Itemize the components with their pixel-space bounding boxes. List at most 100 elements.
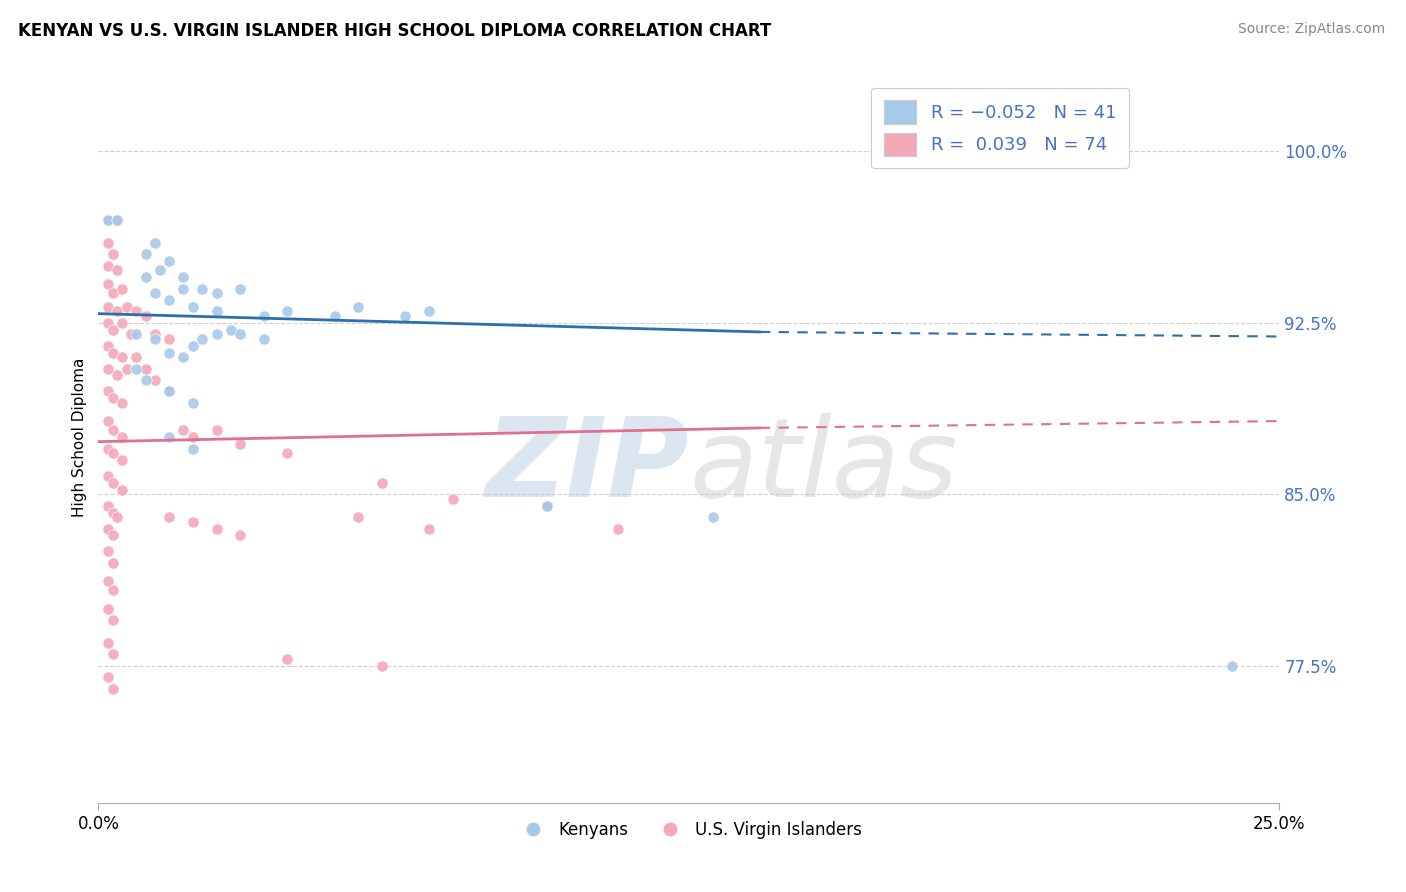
Point bbox=[157, 332, 180, 346]
Point bbox=[371, 658, 394, 673]
Point bbox=[418, 521, 440, 535]
Point bbox=[253, 332, 276, 346]
Point bbox=[101, 528, 124, 542]
Point bbox=[115, 361, 138, 376]
Point bbox=[276, 304, 298, 318]
Point bbox=[347, 300, 370, 314]
Legend: Kenyans, U.S. Virgin Islanders: Kenyans, U.S. Virgin Islanders bbox=[509, 814, 869, 846]
Point bbox=[97, 670, 120, 684]
Point bbox=[1220, 658, 1243, 673]
Point bbox=[97, 521, 120, 535]
Point bbox=[105, 510, 128, 524]
Point bbox=[97, 213, 120, 227]
Point bbox=[418, 304, 440, 318]
Point bbox=[101, 556, 124, 570]
Point bbox=[97, 636, 120, 650]
Point bbox=[97, 544, 120, 558]
Point bbox=[97, 414, 120, 428]
Point bbox=[125, 327, 148, 342]
Point bbox=[205, 521, 228, 535]
Point bbox=[97, 277, 120, 291]
Point bbox=[101, 323, 124, 337]
Point bbox=[97, 574, 120, 588]
Point bbox=[536, 499, 558, 513]
Point bbox=[536, 499, 558, 513]
Point bbox=[101, 247, 124, 261]
Point bbox=[105, 213, 128, 227]
Text: KENYAN VS U.S. VIRGIN ISLANDER HIGH SCHOOL DIPLOMA CORRELATION CHART: KENYAN VS U.S. VIRGIN ISLANDER HIGH SCHO… bbox=[18, 22, 772, 40]
Point bbox=[191, 332, 214, 346]
Point bbox=[101, 446, 124, 460]
Point bbox=[97, 442, 120, 456]
Point bbox=[97, 213, 120, 227]
Point bbox=[97, 601, 120, 615]
Point bbox=[276, 446, 298, 460]
Point bbox=[101, 647, 124, 661]
Point bbox=[276, 652, 298, 666]
Point bbox=[607, 521, 630, 535]
Point bbox=[101, 423, 124, 437]
Point bbox=[121, 327, 143, 342]
Point bbox=[97, 259, 120, 273]
Point bbox=[143, 235, 166, 250]
Point bbox=[191, 281, 214, 295]
Point bbox=[205, 327, 228, 342]
Point bbox=[157, 254, 180, 268]
Point bbox=[97, 384, 120, 399]
Point bbox=[143, 327, 166, 342]
Point bbox=[105, 304, 128, 318]
Point bbox=[181, 396, 204, 410]
Point bbox=[125, 350, 148, 364]
Point bbox=[205, 304, 228, 318]
Point bbox=[143, 373, 166, 387]
Point bbox=[111, 453, 134, 467]
Point bbox=[229, 281, 252, 295]
Point bbox=[143, 286, 166, 301]
Point bbox=[149, 263, 172, 277]
Point bbox=[371, 475, 394, 490]
Point bbox=[702, 510, 724, 524]
Point bbox=[115, 300, 138, 314]
Point bbox=[181, 442, 204, 456]
Point bbox=[347, 510, 370, 524]
Point bbox=[219, 323, 242, 337]
Point bbox=[229, 437, 252, 451]
Point bbox=[97, 235, 120, 250]
Point bbox=[135, 373, 157, 387]
Point bbox=[105, 263, 128, 277]
Point bbox=[135, 247, 157, 261]
Point bbox=[111, 396, 134, 410]
Point bbox=[97, 338, 120, 352]
Point bbox=[135, 270, 157, 285]
Point bbox=[101, 681, 124, 696]
Text: Source: ZipAtlas.com: Source: ZipAtlas.com bbox=[1237, 22, 1385, 37]
Point bbox=[97, 361, 120, 376]
Point bbox=[205, 423, 228, 437]
Point bbox=[101, 475, 124, 490]
Point bbox=[101, 345, 124, 359]
Y-axis label: High School Diploma: High School Diploma bbox=[72, 358, 87, 516]
Point bbox=[125, 304, 148, 318]
Point bbox=[111, 316, 134, 330]
Point bbox=[253, 309, 276, 323]
Point bbox=[97, 499, 120, 513]
Point bbox=[172, 423, 194, 437]
Point bbox=[172, 281, 194, 295]
Point bbox=[111, 483, 134, 497]
Point bbox=[181, 430, 204, 444]
Point bbox=[125, 361, 148, 376]
Point bbox=[143, 332, 166, 346]
Point bbox=[157, 510, 180, 524]
Point bbox=[101, 583, 124, 598]
Point bbox=[111, 281, 134, 295]
Point bbox=[205, 286, 228, 301]
Point bbox=[97, 469, 120, 483]
Point bbox=[111, 350, 134, 364]
Point bbox=[181, 338, 204, 352]
Point bbox=[157, 384, 180, 399]
Point bbox=[111, 430, 134, 444]
Point bbox=[101, 613, 124, 627]
Point bbox=[135, 309, 157, 323]
Point bbox=[172, 270, 194, 285]
Point bbox=[394, 309, 416, 323]
